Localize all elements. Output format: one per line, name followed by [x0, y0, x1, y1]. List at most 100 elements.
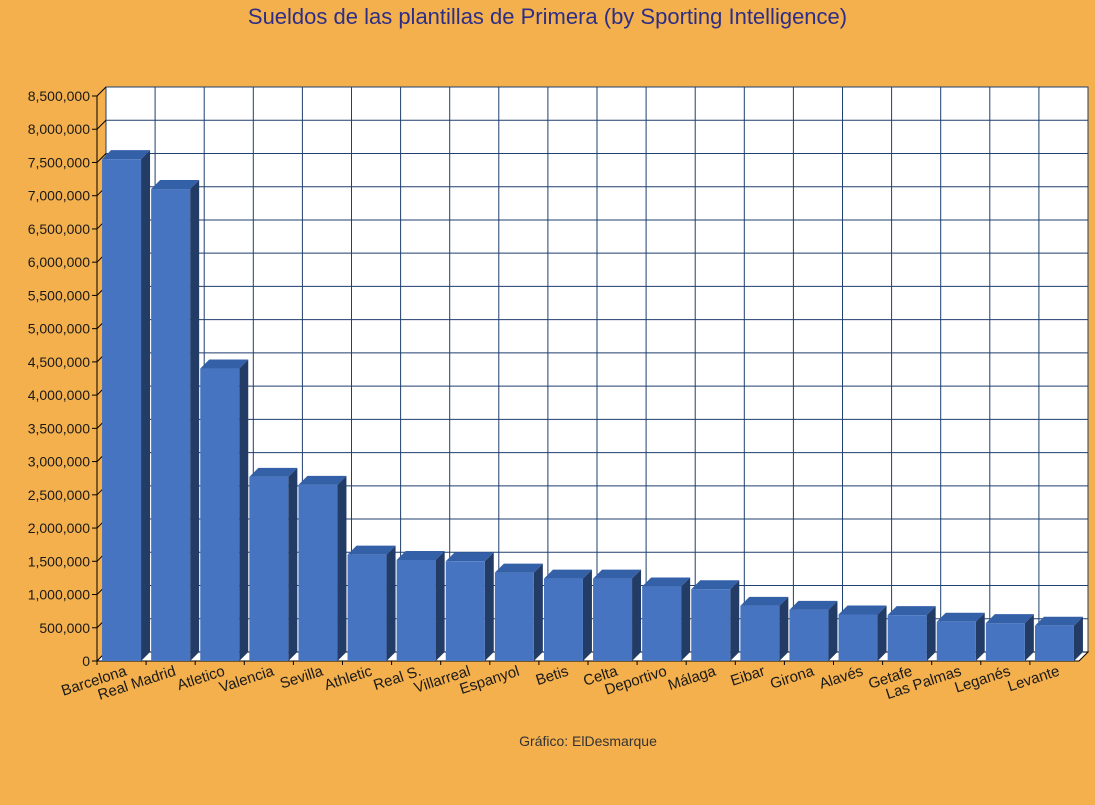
bar-front [985, 623, 1025, 661]
y-tick-label: 8,500,000 [28, 88, 90, 104]
bar-front [200, 368, 240, 661]
bar-top [102, 150, 151, 160]
bar-side [632, 569, 642, 661]
bar-top [494, 563, 543, 573]
bar-side [926, 606, 936, 661]
x-tick-label: Girona [768, 662, 817, 692]
bar [543, 569, 592, 661]
bar-front [543, 578, 583, 661]
y-tick-label: 0 [82, 653, 90, 669]
bar [445, 552, 494, 661]
bar-top [789, 600, 838, 610]
bar-front [838, 614, 878, 661]
bar-side [1024, 614, 1034, 661]
y-tick-label: 5,000,000 [28, 321, 90, 337]
bar-top [396, 550, 445, 560]
bar [691, 580, 740, 661]
bar-front [102, 159, 142, 661]
bar-front [298, 484, 338, 661]
y-tick-label: 3,500,000 [28, 420, 90, 436]
bar-top [543, 569, 592, 579]
bar-top [1034, 616, 1083, 626]
bar-side [582, 569, 592, 661]
bar [887, 606, 936, 661]
bar-top [740, 596, 789, 606]
bar [593, 569, 642, 661]
bar-top [887, 606, 936, 616]
grid-depth-line [96, 86, 107, 97]
bar-side [1073, 616, 1083, 661]
bar-top [691, 580, 740, 590]
y-tick-label: 500,000 [39, 620, 90, 636]
y-tick-label: 7,000,000 [28, 188, 90, 204]
bar-top [347, 545, 396, 555]
y-tick-label: 2,500,000 [28, 487, 90, 503]
y-tick-label: 4,500,000 [28, 354, 90, 370]
bar-front [593, 578, 633, 661]
chart-credit: Gráfico: ElDesmarque [519, 733, 657, 749]
y-tick-label: 7,500,000 [28, 154, 90, 170]
bar-front [1034, 625, 1074, 661]
bar [642, 577, 691, 661]
bar-side [435, 550, 445, 661]
bar [102, 150, 151, 661]
grid-depth-line [96, 119, 107, 130]
x-tick-label: Alavés [817, 663, 865, 693]
bar-side [975, 612, 985, 661]
y-tick-label: 1,500,000 [28, 553, 90, 569]
x-tick-label: Athletic [322, 662, 375, 694]
bar-side [877, 605, 887, 661]
y-tick-label: 6,000,000 [28, 254, 90, 270]
bar-side [141, 150, 151, 661]
y-tick-label: 6,500,000 [28, 221, 90, 237]
bar-top [593, 569, 642, 579]
bar [151, 180, 200, 661]
bar-top [298, 475, 347, 485]
bar-side [337, 475, 347, 661]
bar-front [740, 605, 780, 661]
y-tick-label: 1,000,000 [28, 587, 90, 603]
bar-side [730, 580, 740, 661]
bar-side [779, 596, 789, 661]
bar-front [887, 615, 927, 661]
bar-front [642, 586, 682, 661]
bar [838, 605, 887, 661]
grid-depth-line [96, 153, 107, 163]
y-tick-label: 4,000,000 [28, 387, 90, 403]
x-tick-label: Levante [1006, 663, 1062, 696]
bar-top [642, 577, 691, 587]
bar [347, 545, 396, 661]
bar [200, 359, 249, 661]
bar [985, 614, 1034, 661]
bar-top [936, 612, 985, 622]
bar-front [396, 559, 436, 661]
y-tick-label: 8,000,000 [28, 121, 90, 137]
bar-side [288, 467, 298, 661]
bar-top [445, 552, 494, 562]
chart-title: Sueldos de las plantillas de Primera (by… [247, 4, 848, 29]
bar-top [985, 614, 1034, 624]
bar-top [838, 605, 887, 615]
bar-top [249, 467, 298, 477]
y-tick-label: 5,500,000 [28, 287, 90, 303]
bar-front [445, 561, 485, 661]
bar [740, 596, 789, 661]
bar [1034, 616, 1083, 661]
bar-front [936, 621, 976, 661]
bar [494, 563, 543, 661]
bar-side [828, 600, 838, 661]
x-tick-label: Valencia [217, 662, 277, 696]
bars [102, 150, 1083, 661]
bar [936, 612, 985, 661]
x-tick-label: Betis [534, 663, 571, 689]
bar [789, 600, 838, 661]
bar-top [200, 359, 249, 369]
y-tick-label: 3,000,000 [28, 454, 90, 470]
bar-side [386, 545, 396, 661]
x-tick-label: Málaga [666, 662, 719, 694]
bar-side [239, 359, 249, 661]
bar-side [190, 180, 200, 661]
bar-front [789, 609, 829, 661]
x-tick-label: Sevilla [278, 662, 326, 692]
